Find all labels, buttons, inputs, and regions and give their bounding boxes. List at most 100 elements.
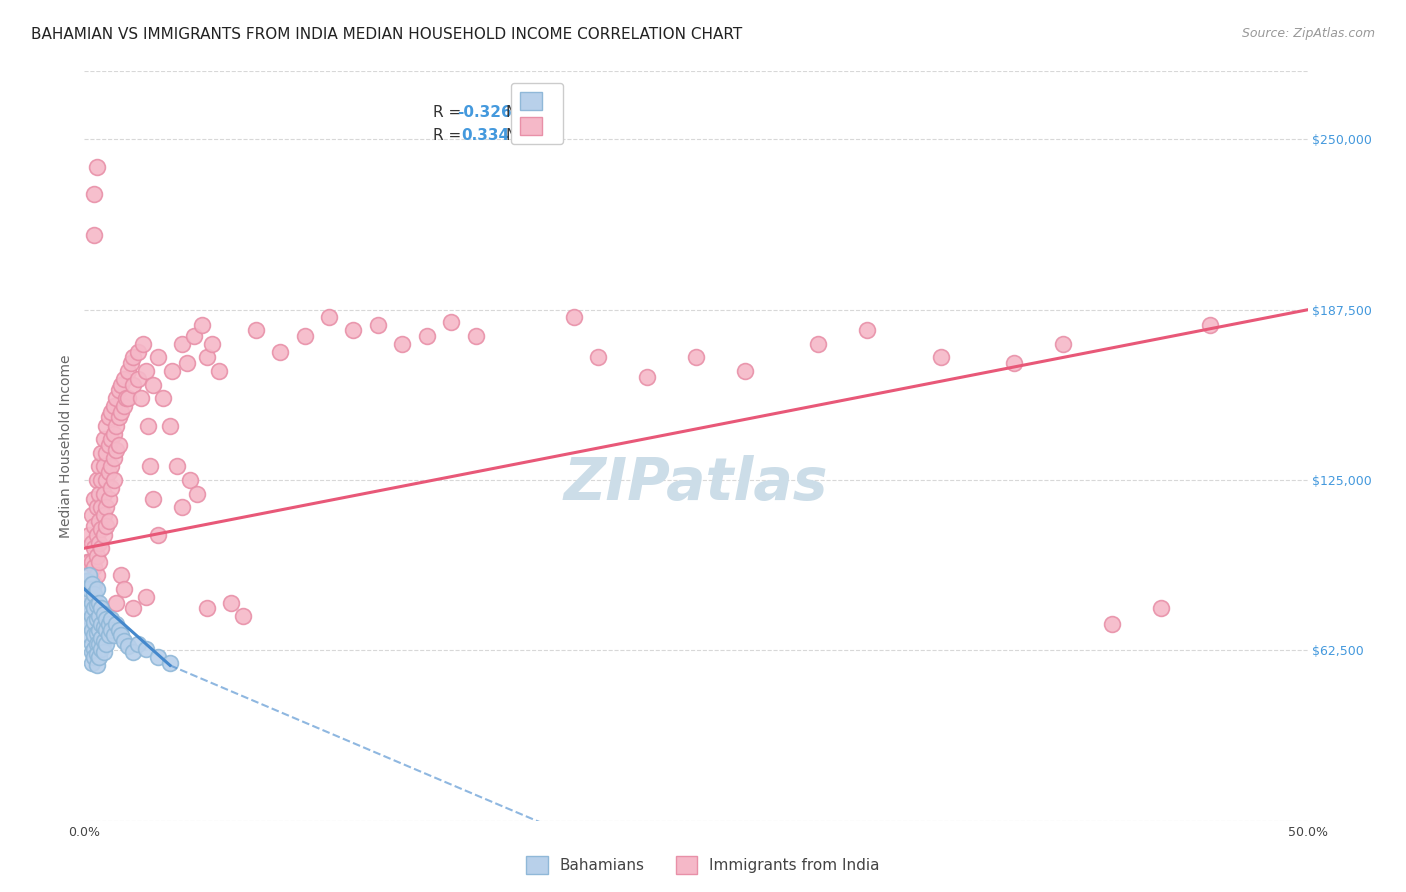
Point [110, 568, 132, 582]
Point [86, 648, 108, 662]
Point [105, 418, 128, 433]
Point [110, 377, 132, 392]
Point [86, 160, 108, 174]
Point [90, 500, 112, 515]
Text: 0.334: 0.334 [461, 128, 509, 143]
Point [96, 418, 118, 433]
Point [127, 636, 149, 650]
Point [80, 508, 103, 523]
Point [93, 645, 115, 659]
Point [97, 410, 120, 425]
Point [90, 522, 112, 536]
Point [76, 574, 98, 588]
Point [96, 519, 118, 533]
Point [83, 519, 105, 533]
Point [245, 323, 267, 337]
Point [83, 601, 105, 615]
Point [135, 642, 157, 657]
Point [97, 617, 120, 632]
Point [105, 596, 128, 610]
Point [856, 323, 879, 337]
Point [87, 535, 110, 549]
Point [208, 364, 231, 378]
Point [100, 432, 122, 446]
Point [146, 527, 169, 541]
Point [191, 318, 214, 332]
Point [93, 607, 115, 621]
Point [135, 364, 157, 378]
Point [96, 623, 118, 637]
Point [269, 345, 291, 359]
Point [122, 377, 145, 392]
Point [77, 527, 100, 541]
Point [83, 492, 105, 507]
Point [103, 426, 125, 441]
Point [112, 582, 135, 596]
Point [105, 443, 128, 458]
Point [183, 328, 205, 343]
Point [93, 432, 115, 446]
Point [142, 377, 165, 392]
Point [110, 405, 132, 419]
Point [100, 459, 122, 474]
Point [172, 336, 194, 351]
Point [115, 392, 138, 406]
Point [83, 615, 105, 629]
Point [367, 318, 389, 332]
Point [103, 473, 125, 487]
Point [83, 576, 105, 591]
Point [172, 500, 194, 515]
Point [1002, 356, 1025, 370]
Point [136, 418, 159, 433]
Point [103, 451, 125, 466]
Point [107, 623, 129, 637]
Point [90, 541, 112, 556]
Point [90, 642, 112, 657]
Y-axis label: Median Household Income: Median Household Income [59, 354, 73, 538]
Point [122, 601, 145, 615]
Point [90, 617, 112, 632]
Point [86, 625, 108, 640]
Point [166, 459, 188, 474]
Point [195, 351, 218, 365]
Point [1052, 336, 1074, 351]
Point [135, 591, 157, 605]
Point [122, 351, 145, 365]
Point [77, 617, 100, 632]
Text: R =: R = [433, 105, 467, 120]
Point [100, 623, 122, 637]
Point [159, 656, 181, 670]
Point [80, 535, 103, 549]
Point [83, 560, 105, 574]
Point [96, 612, 118, 626]
Point [105, 392, 128, 406]
Legend: Bahamians, Immigrants from India: Bahamians, Immigrants from India [520, 850, 886, 880]
Point [87, 650, 110, 665]
Point [87, 555, 110, 569]
Point [186, 486, 208, 500]
Point [112, 400, 135, 414]
Point [80, 623, 103, 637]
Point [685, 351, 707, 365]
Point [112, 372, 135, 386]
Point [132, 336, 155, 351]
Point [139, 459, 162, 474]
Point [86, 612, 108, 626]
Text: BAHAMIAN VS IMMIGRANTS FROM INDIA MEDIAN HOUSEHOLD INCOME CORRELATION CHART: BAHAMIAN VS IMMIGRANTS FROM INDIA MEDIAN… [31, 27, 742, 42]
Point [195, 601, 218, 615]
Point [76, 591, 98, 605]
Point [176, 356, 198, 370]
Point [1198, 318, 1220, 332]
Point [96, 446, 118, 460]
Point [636, 369, 658, 384]
Point [159, 418, 181, 433]
Point [127, 372, 149, 386]
Point [129, 392, 152, 406]
Point [142, 492, 165, 507]
Text: ZIPatlas: ZIPatlas [564, 455, 828, 512]
Point [80, 645, 103, 659]
Point [83, 541, 105, 556]
Point [80, 656, 103, 670]
Point [105, 617, 128, 632]
Point [117, 640, 139, 654]
